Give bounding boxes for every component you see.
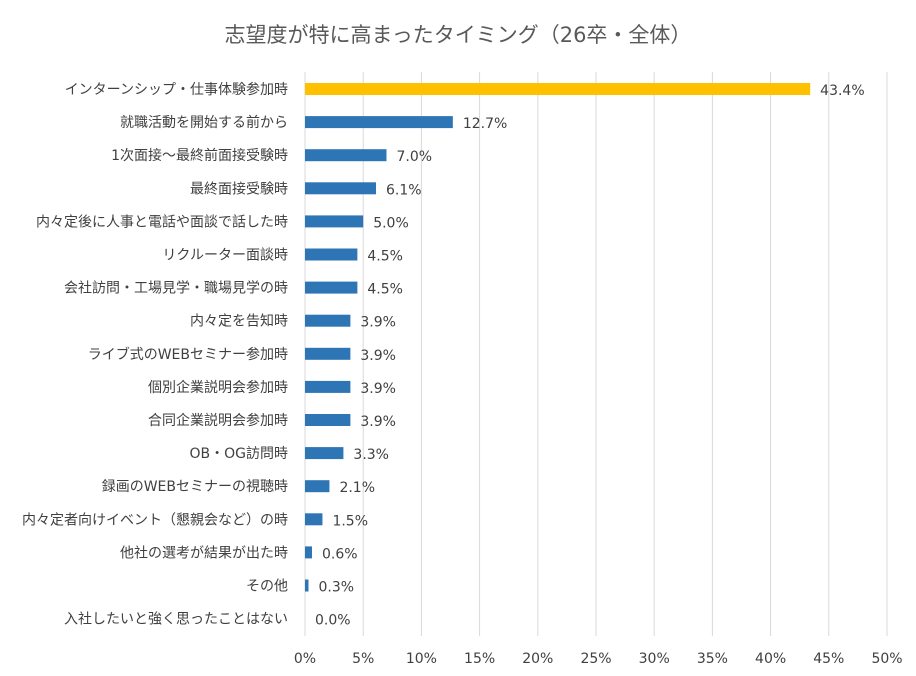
data-label: 12.7% — [463, 116, 507, 132]
data-label: 3.9% — [360, 315, 396, 331]
bar — [305, 546, 312, 559]
category-label: その他 — [246, 579, 288, 595]
bar — [305, 347, 351, 360]
data-label: 5.0% — [373, 215, 409, 231]
data-label: 3.9% — [360, 414, 396, 430]
data-label: 1.5% — [332, 513, 368, 529]
bar — [305, 248, 358, 261]
category-label: ライブ式のWEBセミナー参加時 — [88, 346, 288, 363]
bars — [305, 83, 811, 592]
x-tick-label: 45% — [813, 651, 844, 667]
bar — [305, 182, 377, 195]
bar — [305, 116, 453, 129]
bar — [305, 480, 330, 493]
bar — [305, 579, 309, 592]
chart-title: 志望度が特に高まったタイミング（26卒・全体） — [225, 23, 692, 47]
data-label: 43.4% — [820, 83, 864, 99]
data-label: 6.1% — [386, 182, 422, 198]
category-label: 個別企業説明会参加時 — [148, 379, 288, 396]
data-label: 4.5% — [367, 282, 403, 298]
category-label: 入社したいと強く思ったことはない — [64, 612, 288, 628]
grid-lines — [304, 72, 888, 636]
data-label: 3.9% — [360, 381, 396, 397]
category-label: 録画のWEBセミナーの視聴時 — [102, 479, 288, 495]
bar — [305, 83, 811, 95]
bar — [305, 281, 358, 294]
x-tick-label: 50% — [871, 651, 902, 667]
x-tick-label: 40% — [755, 651, 786, 667]
data-label: 4.5% — [367, 249, 403, 265]
category-label: 就職活動を開始する前から — [120, 114, 288, 131]
bar — [305, 414, 351, 426]
category-label: 会社訪問・工場見学・職場見学の時 — [64, 281, 288, 297]
category-label: リクルーター面談時 — [162, 248, 288, 264]
category-label: インターンシップ・仕事体験参加時 — [65, 81, 288, 98]
category-label: 他社の選考が結果が出た時 — [120, 545, 288, 561]
category-label: 内々定者向けイベント（懇親会など）の時 — [22, 511, 288, 528]
data-labels: 43.4% 12.7% 7.0% 6.1% 5.0% 4.5% 4.5% 3.9% 3.9% 3.… — [315, 83, 865, 629]
data-label: 2.1% — [339, 480, 375, 496]
bar — [305, 447, 344, 460]
category-label: 内々定後に人事と電話や面談で話した時 — [36, 213, 288, 230]
data-label: 7.0% — [396, 149, 432, 165]
category-label: 合同企業説明会参加時 — [148, 412, 288, 429]
x-tick-label: 10% — [406, 651, 437, 667]
x-tick-label: 25% — [580, 651, 611, 667]
bar — [305, 513, 323, 526]
x-tick-label: 30% — [639, 651, 670, 667]
category-label: 内々定を告知時 — [190, 313, 288, 330]
data-label: 0.3% — [318, 580, 354, 596]
x-tick-label: 20% — [522, 651, 553, 667]
bar — [305, 380, 351, 393]
x-tick-label: 35% — [697, 651, 728, 667]
x-tick-label: 5% — [352, 651, 374, 667]
x-tick-label: 0% — [294, 651, 316, 667]
data-label: 3.3% — [353, 447, 389, 463]
bar — [305, 314, 351, 327]
x-tick-label: 15% — [464, 651, 495, 667]
category-label: 最終面接受験時 — [190, 180, 288, 197]
x-axis-tick-labels: 0% 5% 10% 15% 20% 25% 30% 35% 40% 45% 50% — [294, 651, 903, 667]
data-label: 0.6% — [322, 546, 358, 562]
category-label: 1次面接〜最終前面接受験時 — [111, 147, 288, 164]
data-label: 3.9% — [360, 348, 396, 364]
bar — [305, 215, 364, 228]
category-label: OB・OG訪問時 — [190, 446, 289, 462]
data-label: 0.0% — [315, 613, 351, 629]
bar — [305, 149, 387, 162]
